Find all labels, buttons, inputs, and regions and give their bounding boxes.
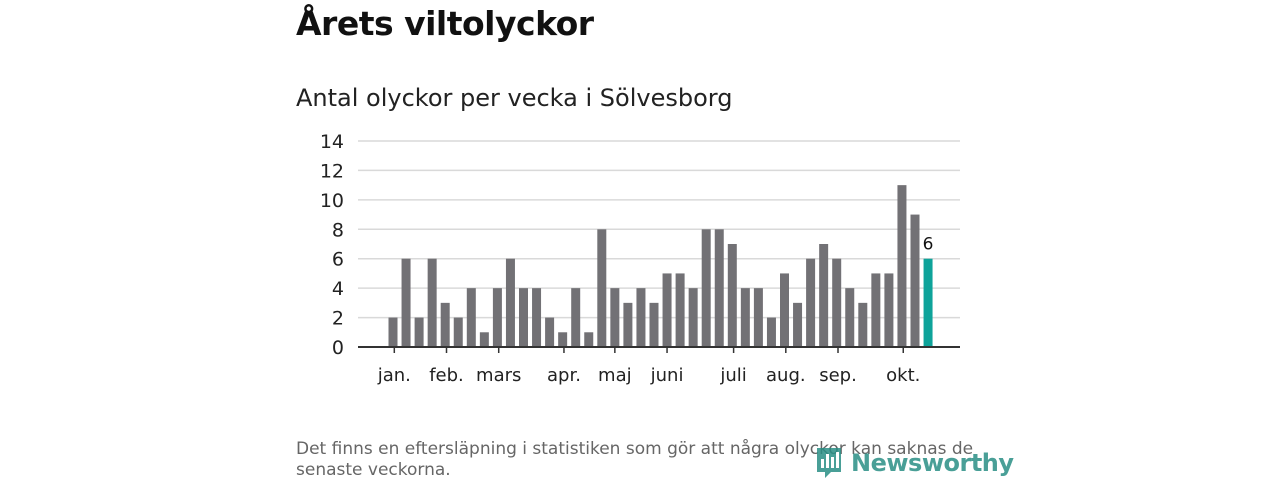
y-tick-label-10: 10 bbox=[320, 190, 344, 212]
bar bbox=[740, 288, 750, 347]
bar bbox=[897, 185, 907, 347]
y-tick-label-6: 6 bbox=[332, 249, 344, 271]
bar bbox=[636, 288, 646, 347]
chart-title: Årets viltolyckor bbox=[296, 4, 594, 43]
bar bbox=[453, 317, 463, 347]
x-tick-label: maj bbox=[598, 365, 632, 386]
x-tick-label: okt. bbox=[886, 365, 920, 386]
bar bbox=[505, 258, 515, 347]
brand-logo: Newsworthy bbox=[815, 446, 1014, 480]
bar bbox=[519, 288, 528, 347]
bar bbox=[688, 288, 698, 347]
y-axis-tick-labels: 0 2 4 6 8 10 12 14 bbox=[320, 131, 344, 359]
data-labels: 6 bbox=[923, 235, 934, 255]
y-tick-label-0: 0 bbox=[332, 337, 344, 359]
bar bbox=[727, 244, 737, 347]
bar bbox=[753, 288, 763, 347]
newsworthy-logo-icon bbox=[817, 448, 841, 478]
x-tick-label: mars bbox=[476, 365, 521, 386]
bar bbox=[388, 317, 398, 347]
x-axis bbox=[358, 346, 960, 353]
bar bbox=[675, 273, 685, 347]
bars bbox=[388, 185, 933, 347]
x-tick-label: sep. bbox=[819, 365, 857, 386]
bar bbox=[662, 273, 672, 347]
bar bbox=[714, 229, 724, 347]
bar bbox=[571, 288, 581, 347]
y-tick-label-2: 2 bbox=[332, 308, 344, 330]
bar bbox=[479, 332, 489, 347]
y-tick-label-8: 8 bbox=[332, 219, 344, 241]
bar bbox=[858, 302, 868, 347]
bar bbox=[532, 288, 542, 347]
bar bbox=[427, 258, 437, 347]
bar bbox=[819, 244, 829, 347]
bar bbox=[610, 288, 620, 347]
bar bbox=[597, 229, 607, 347]
x-tick-label: apr. bbox=[547, 365, 581, 386]
y-tick-label-12: 12 bbox=[320, 160, 344, 182]
bar bbox=[780, 273, 789, 347]
bar bbox=[492, 288, 502, 347]
bar bbox=[832, 258, 842, 347]
bar bbox=[884, 273, 894, 347]
bar bbox=[701, 229, 711, 347]
bar bbox=[845, 288, 855, 347]
footnote: Det finns en eftersläpning i statistiken… bbox=[296, 439, 974, 480]
gridlines bbox=[358, 140, 960, 319]
bar bbox=[466, 288, 476, 347]
bar bbox=[806, 258, 816, 347]
bar bbox=[401, 258, 411, 347]
bar bbox=[558, 332, 568, 347]
bar-highlight bbox=[923, 258, 933, 347]
x-tick-label: juni bbox=[650, 365, 684, 386]
x-tick-label: aug. bbox=[766, 365, 806, 386]
x-tick-label: feb. bbox=[429, 365, 464, 386]
bar bbox=[766, 317, 776, 347]
bar bbox=[545, 317, 555, 347]
bar bbox=[414, 317, 424, 347]
x-tick-label: juli bbox=[719, 365, 746, 386]
x-tick-label: jan. bbox=[377, 365, 411, 386]
y-tick-label-4: 4 bbox=[332, 278, 344, 300]
bar bbox=[649, 302, 659, 347]
y-tick-label-14: 14 bbox=[320, 131, 344, 153]
bar bbox=[793, 302, 803, 347]
bar bbox=[871, 273, 881, 347]
chart-subtitle: Antal olyckor per vecka i Sölvesborg bbox=[296, 84, 733, 112]
bar bbox=[910, 214, 920, 347]
bar bbox=[623, 302, 633, 347]
bar bbox=[440, 302, 450, 347]
bar bbox=[584, 332, 594, 347]
brand-name: Newsworthy bbox=[851, 449, 1014, 477]
data-label-last-week: 6 bbox=[923, 235, 934, 255]
x-axis-tick-labels: jan. feb. mars apr. maj juni juli aug. sep. okt. bbox=[377, 365, 921, 386]
